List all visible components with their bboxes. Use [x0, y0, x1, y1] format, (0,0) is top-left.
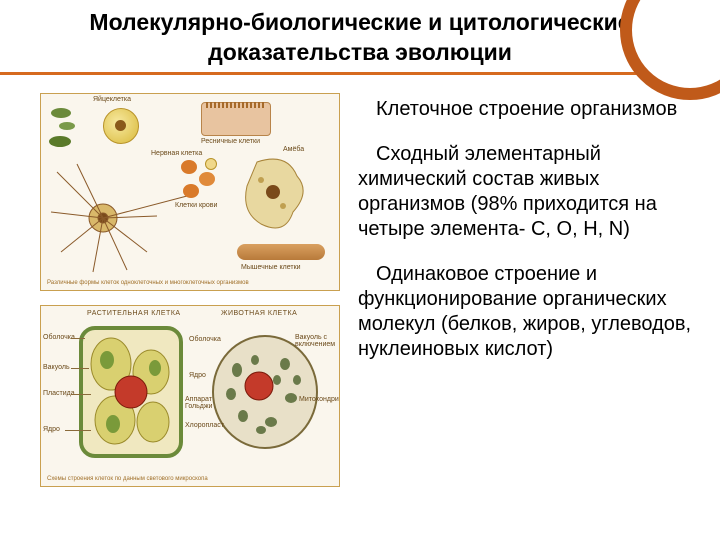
paragraph-2-text: Сходный элементарный химический состав ж… [358, 143, 657, 240]
figure-cell-types: Яйцеклетка Ресничные клетки Нервная клет… [40, 93, 340, 291]
page-title: Молекулярно-биологические и цитологическ… [20, 8, 700, 68]
fig2-label: Пластида [43, 390, 75, 397]
fig1-label: Яйцеклетка [93, 96, 131, 103]
paragraph-1-text: Клеточное строение организмов [376, 98, 677, 120]
figure-plant-animal-cells: РАСТИТЕЛЬНАЯ КЛЕТКА ЖИВОТНАЯ КЛЕТКА [40, 305, 340, 487]
paragraph-3: Одинаковое строение и функционирование о… [358, 262, 704, 362]
fig1-label: Амёба [283, 146, 304, 153]
fig2-label: Митохондрии [299, 396, 339, 403]
paragraph-1: Клеточное строение организмов [358, 97, 704, 122]
paragraph-2: Сходный элементарный химический состав ж… [358, 142, 704, 242]
fig1-caption: Различные формы клеток одноклеточных и м… [47, 280, 249, 286]
content-area: Яйцеклетка Ресничные клетки Нервная клет… [0, 75, 720, 497]
fig2-label: Ядро [189, 372, 207, 379]
text-column: Клеточное строение организмов Сходный эл… [358, 93, 704, 487]
fig1-label: Клетки крови [175, 202, 217, 209]
fig1-label: Ресничные клетки [201, 138, 260, 145]
fig1-label: Мышечные клетки [241, 264, 301, 271]
fig2-label: Оболочка [189, 336, 215, 343]
paragraph-3-text: Одинаковое строение и функционирование о… [358, 263, 691, 360]
figures-column: Яйцеклетка Ресничные клетки Нервная клет… [40, 93, 340, 487]
fig2-label: Ядро [43, 426, 60, 433]
fig2-left-title: РАСТИТЕЛЬНАЯ КЛЕТКА [87, 310, 181, 317]
fig2-label: Вакуоль [43, 364, 70, 371]
fig2-label: Вакуоль с включением [295, 334, 337, 348]
fig2-right-title: ЖИВОТНАЯ КЛЕТКА [221, 310, 297, 317]
fig1-label: Нервная клетка [151, 150, 202, 157]
fig2-label: Аппарат Гольджи [185, 396, 217, 410]
fig2-caption: Схемы строения клеток по данным световог… [47, 476, 208, 482]
title-bar: Молекулярно-биологические и цитологическ… [0, 0, 720, 75]
fig2-label: Хлоропласт [185, 422, 219, 429]
